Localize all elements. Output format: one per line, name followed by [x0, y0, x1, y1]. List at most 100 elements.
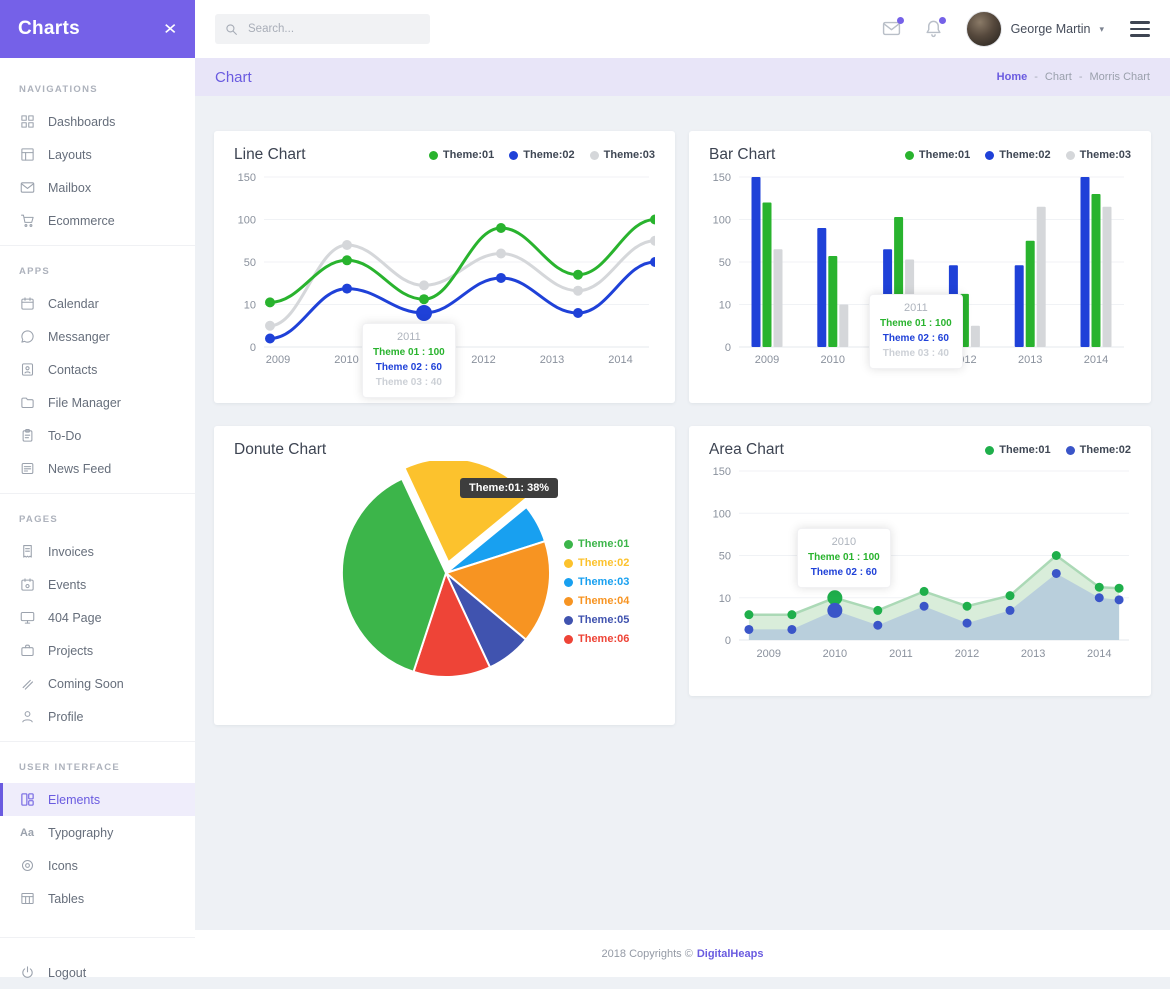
sidebar: Charts ✕ NAVIGATIONS Dashboards Layouts Mai…: [0, 0, 195, 980]
legend-item: Theme:01: [904, 149, 970, 161]
legend-item: Theme:04: [564, 595, 629, 607]
user-menu[interactable]: George Martin ▾: [965, 11, 1104, 47]
data-point: [1005, 605, 1015, 615]
sidebar-item-label: Mailbox: [48, 180, 92, 195]
bell-icon[interactable]: [924, 17, 946, 39]
line-chart-card: Line Chart Theme:01 Theme:02 Theme:03 0 10 5…: [214, 131, 675, 403]
sidebar-item-invoices[interactable]: Invoices: [0, 535, 195, 568]
svg-text:2013: 2013: [540, 354, 564, 366]
data-point: [962, 601, 972, 611]
search-box[interactable]: [215, 14, 430, 44]
chart-legend: Theme:01 Theme:02 Theme:03: [428, 149, 655, 161]
sidebar-item-events[interactable]: Events: [0, 568, 195, 601]
data-point: [496, 248, 506, 259]
data-point: [873, 620, 883, 630]
tooltip-line: Theme 01 : 100: [808, 552, 880, 563]
sidebar-item-label: News Feed: [48, 461, 112, 476]
brand-link[interactable]: DigitalHeaps: [696, 947, 764, 960]
svg-text:2014: 2014: [1084, 354, 1108, 366]
sidebar-item-ecommerce[interactable]: Ecommerce: [0, 204, 195, 237]
bar: [773, 249, 783, 347]
donut-chart[interactable]: [234, 457, 655, 698]
svg-text:10: 10: [244, 300, 256, 312]
dashboards-icon: [19, 114, 35, 130]
legend-dot-icon: [564, 558, 573, 568]
data-point: [919, 601, 929, 611]
sidebar-item-icons[interactable]: Icons: [0, 849, 195, 882]
sidebar-item-file-manager[interactable]: File Manager: [0, 386, 195, 419]
legend-dot-icon: [564, 615, 573, 625]
data-point: [744, 610, 754, 620]
sidebar-item-layouts[interactable]: Layouts: [0, 138, 195, 171]
invoices-icon: [19, 544, 35, 560]
chart-tooltip: Theme:01: 38%: [460, 478, 559, 498]
data-point: [342, 255, 352, 266]
sidebar-section: USER INTERFACE Elements Aa Typography Icons T…: [0, 741, 195, 923]
sidebar-item-contacts[interactable]: Contacts: [0, 353, 195, 386]
tooltip-title: 2011: [397, 331, 421, 343]
sidebar-item-dashboards[interactable]: Dashboards: [0, 105, 195, 138]
legend-item: Theme:01: [428, 149, 494, 161]
sidebar-item-label: Layouts: [48, 147, 92, 162]
menu-icon[interactable]: [1130, 21, 1150, 37]
mail-icon[interactable]: [882, 17, 904, 39]
svg-text:2010: 2010: [334, 354, 358, 366]
data-point: [265, 297, 275, 308]
close-icon[interactable]: ✕: [163, 21, 178, 38]
sidebar-item-mailbox[interactable]: Mailbox: [0, 171, 195, 204]
card-title: Area Chart: [709, 441, 784, 458]
search-input[interactable]: [246, 22, 410, 36]
legend-label: Theme:02: [999, 149, 1051, 161]
sidebar-section-label: PAGES: [19, 514, 59, 525]
chart-tooltip: 2010 Theme 01 : 100 Theme 02 : 60: [797, 528, 891, 588]
area-chart[interactable]: 0 10 50 100 150 2009 2010 2011 2012 2013 2014: [709, 461, 1131, 671]
breadcrumb-home[interactable]: Home: [996, 71, 1028, 83]
sidebar-item-404-page[interactable]: 404 Page: [0, 601, 195, 634]
sidebar-item-label: Dashboards: [48, 114, 116, 129]
sidebar-item-label: Icons: [48, 858, 78, 873]
sidebar-item-elements[interactable]: Elements: [0, 783, 195, 816]
sidebar-item-label: Invoices: [48, 544, 94, 559]
sidebar-logout-section: Logout: [0, 937, 195, 989]
breadcrumb-separator: -: [1078, 71, 1083, 83]
sidebar-item-messanger[interactable]: Messanger: [0, 320, 195, 353]
legend-label: Theme:06: [578, 633, 630, 645]
data-point: [650, 257, 660, 267]
legend-item: Theme:02: [985, 149, 1051, 161]
sidebar-item-profile[interactable]: Profile: [0, 700, 195, 733]
sidebar-item-label: Tables: [48, 891, 85, 906]
pie-slice-theme-04: [443, 539, 551, 642]
bell-badge: [938, 17, 946, 24]
sidebar-item-logout[interactable]: Logout: [0, 956, 195, 989]
sidebar-item-projects[interactable]: Projects: [0, 634, 195, 667]
svg-text:50: 50: [719, 257, 731, 269]
breadcrumb-separator: -: [1034, 71, 1038, 83]
sidebar-item-label: Events: [48, 577, 87, 592]
sidebar-item-to-do[interactable]: To-Do: [0, 419, 195, 452]
legend-dot-icon: [1065, 150, 1075, 160]
sidebar-item-calendar[interactable]: Calendar: [0, 287, 195, 320]
legend-item: Theme:01: [985, 444, 1051, 456]
legend-dot-icon: [985, 150, 995, 160]
data-point: [650, 235, 660, 246]
legend-item: Theme:05: [564, 614, 629, 626]
sidebar-section: APPS Calendar Messanger Contacts File Manage…: [0, 245, 195, 493]
legend-dot-icon: [564, 596, 573, 606]
sidebar-item-label: Projects: [48, 643, 94, 658]
svg-text:2012: 2012: [955, 648, 979, 660]
contacts-icon: [19, 362, 35, 378]
line-chart[interactable]: 0 10 50 100 150 2009 2010 2011 2012 2013 2014: [234, 166, 660, 376]
legend-dot-icon: [564, 577, 573, 587]
sidebar-item-typography[interactable]: Aa Typography: [0, 816, 195, 849]
bar: [1102, 206, 1112, 347]
data-point: [744, 624, 754, 634]
sidebar-item-news-feed[interactable]: News Feed: [0, 452, 195, 485]
legend-item: Theme:06: [564, 633, 629, 645]
breadcrumb: Home - Chart - Morris Chart: [997, 71, 1150, 83]
data-point: [1051, 551, 1061, 560]
data-point: [573, 308, 583, 318]
sidebar-item-tables[interactable]: Tables: [0, 882, 195, 915]
tooltip-line: Theme 03 : 40: [375, 377, 442, 388]
sidebar-item-coming-soon[interactable]: Coming Soon: [0, 667, 195, 700]
sidebar-item-label: Logout: [48, 965, 87, 980]
